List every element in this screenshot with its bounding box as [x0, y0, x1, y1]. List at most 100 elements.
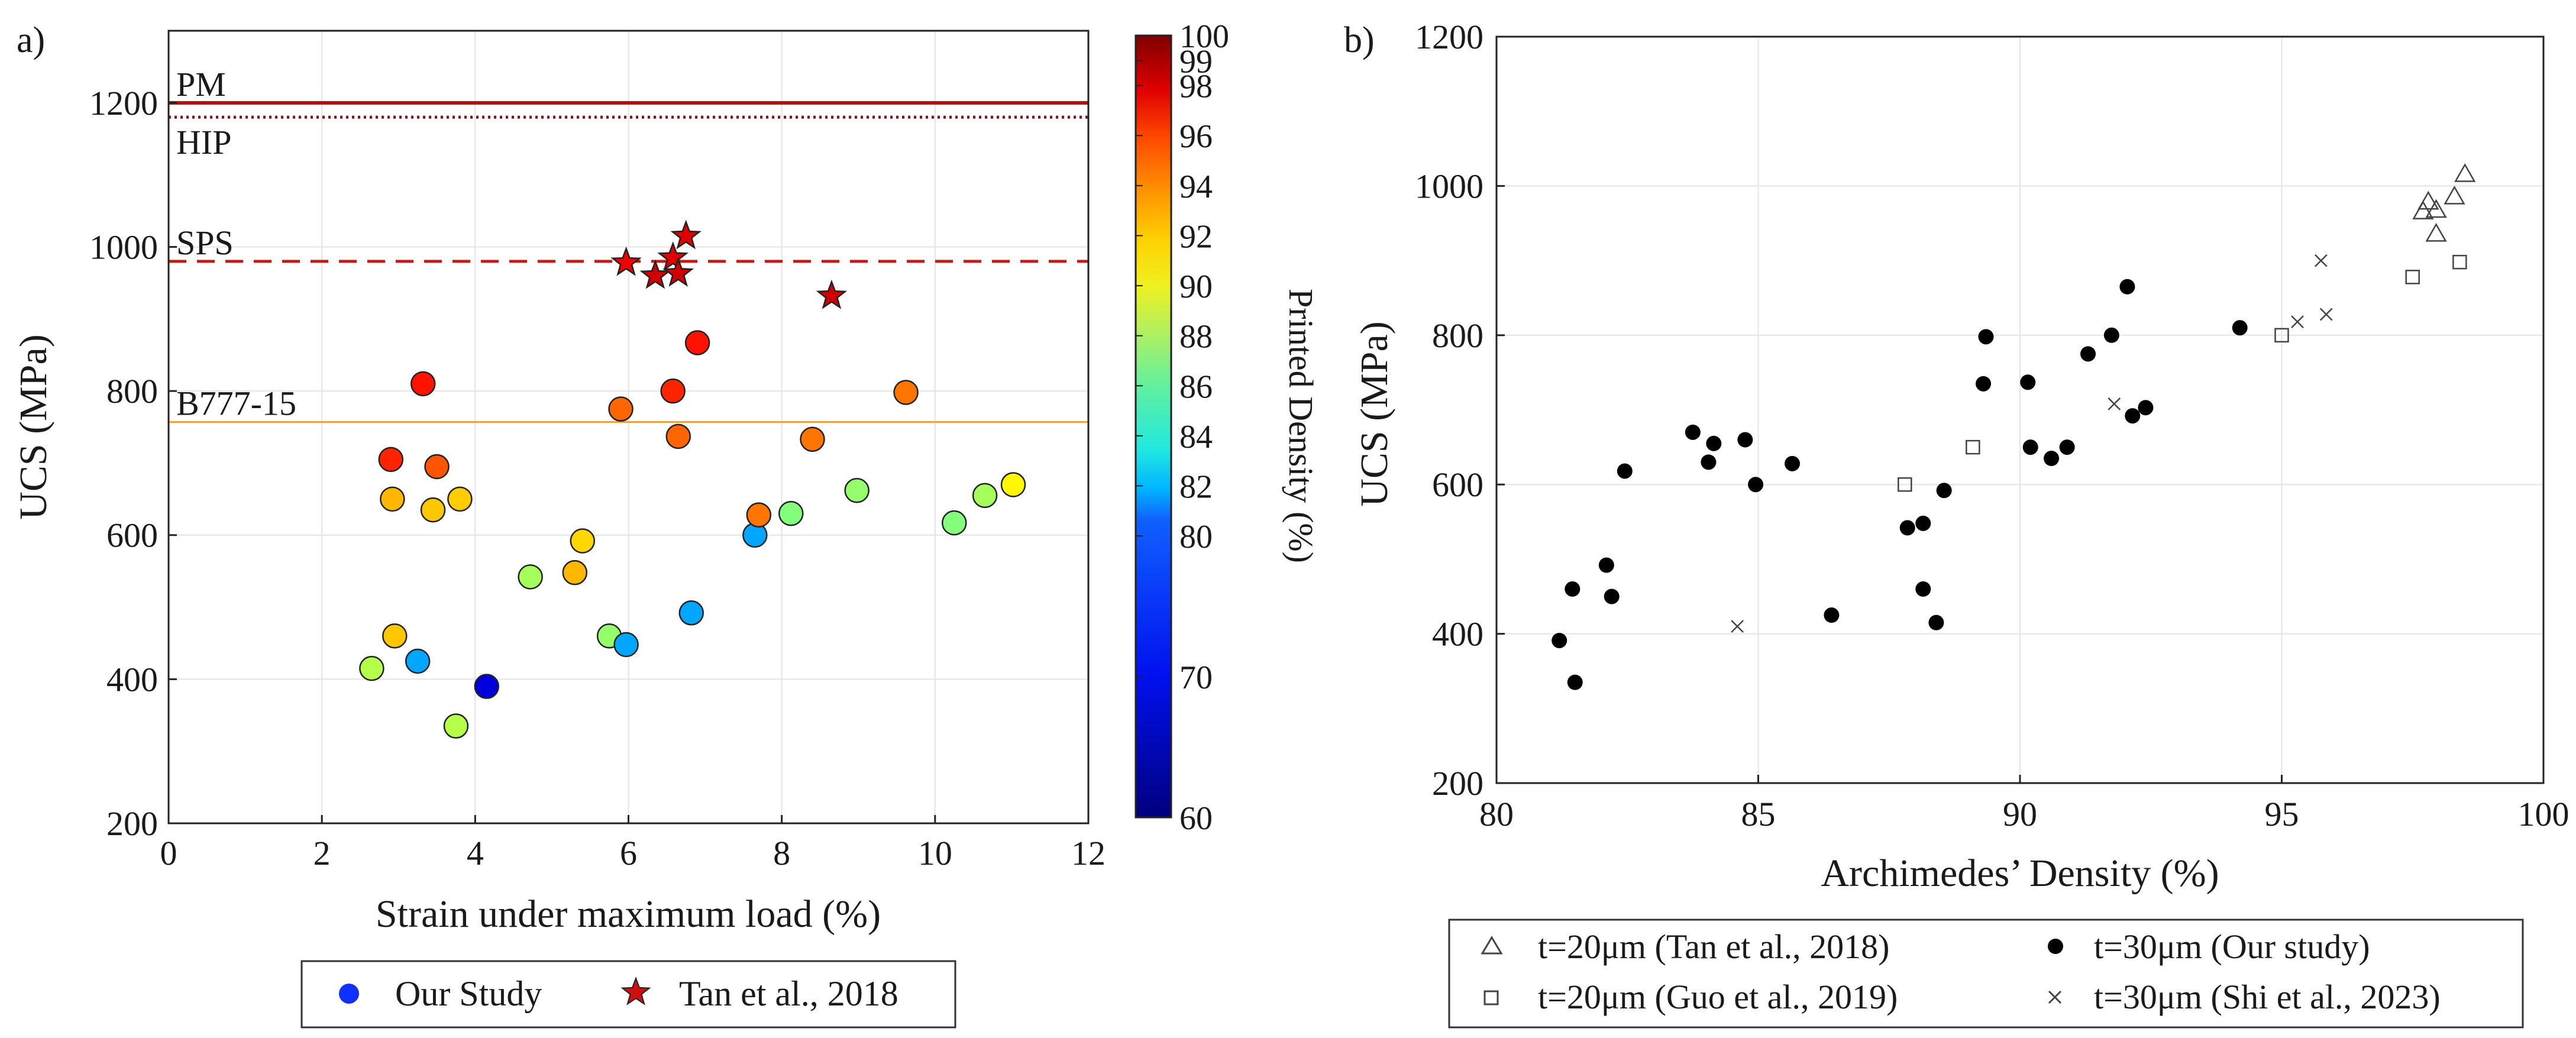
legend-tan-triangle-marker [1481, 936, 1503, 955]
tan-2018-star-point [670, 219, 702, 250]
reference-label-b777-15: B777-15 [176, 384, 296, 422]
tan-2018-triangle-point [2444, 185, 2465, 205]
tan-2018-star-point [816, 279, 848, 309]
panel-a-x-tick-label: 6 [620, 834, 637, 872]
our-study-point [893, 380, 919, 405]
our-study-point [941, 510, 967, 536]
shi-2023-x-point [2108, 397, 2121, 410]
colorbar-tick-label: 98 [1179, 69, 1213, 105]
our-study-dot-point [1978, 329, 1994, 345]
legend-tan-label: Tan et al., 2018 [679, 974, 898, 1013]
our-study-point [380, 486, 405, 512]
guo-2019-square-point [1966, 439, 1980, 455]
panel-b-y-tick-label: 1200 [1415, 18, 1483, 56]
our-study-dot-point [2119, 279, 2135, 295]
our-study-dot-point [1552, 632, 1567, 648]
our-study-point [447, 486, 473, 512]
our-study-dot-point [1976, 376, 1992, 392]
legend-b-tan-label: t=20μm (Tan et al., 2018) [1538, 927, 1890, 966]
colorbar-tick-label: 92 [1179, 218, 1213, 255]
panel-b-y-tick-label: 600 [1432, 465, 1483, 504]
our-study-dot-point [1567, 674, 1583, 690]
legend-our-study-marker [339, 984, 359, 1004]
our-study-point [1000, 472, 1026, 497]
panel-b-y-axis-label: UCS (MPa) [1353, 321, 1396, 507]
our-study-point [474, 674, 500, 699]
our-study-point [378, 447, 404, 473]
panel-a-legend-box[interactable] [300, 960, 956, 1029]
our-study-dot-point [1899, 520, 1915, 536]
tan-2018-triangle-point [2454, 163, 2476, 182]
our-study-dot-point [1936, 483, 1952, 499]
our-study-point [382, 623, 408, 649]
panel-b-grid [1496, 36, 2544, 784]
tan-2018-star-point [610, 246, 642, 276]
guo-2019-square-point [1898, 477, 1912, 492]
panel-b-y-tick-label: 1000 [1415, 167, 1483, 205]
our-study-dot-point [1748, 477, 1764, 493]
our-study-dot-point [2232, 320, 2248, 336]
our-study-point [570, 528, 595, 554]
panel-b-y-tick-label: 800 [1432, 316, 1483, 355]
our-study-dot-point [1598, 557, 1614, 573]
colorbar-tick-label: 90 [1179, 269, 1213, 305]
panel-b-x-axis-label: Archimedes’ Density (%) [1821, 852, 2219, 895]
panel-b: b) 80 85 90 95 100 200 400 600 800 1000 1200 Archi… [1344, 18, 2569, 1029]
colorbar-tick-label: 60 [1179, 800, 1213, 837]
our-study-dot-point [1685, 424, 1701, 440]
reference-label-sps: SPS [176, 224, 234, 262]
panel-a-y-tick-label: 400 [106, 660, 158, 699]
panel-a-x-tick-label: 4 [467, 834, 484, 872]
our-study-point [443, 713, 469, 739]
tan-2018-triangle-point [2425, 222, 2447, 242]
our-study-dot-point [1824, 607, 1840, 623]
panel-a-y-tick-label: 1200 [89, 84, 158, 122]
our-study-dot-point [1928, 615, 1944, 630]
legend-tan-star-marker [620, 976, 651, 1005]
our-study-dot-point [2022, 439, 2038, 455]
panel-a-reference-lines: PM HIP SPS B777-15 [169, 65, 1088, 423]
panel-b-ticks: 80 85 90 95 100 200 400 600 800 1000 1200 [1415, 18, 2569, 833]
panel-a-points [359, 219, 1026, 739]
legend-b-guo-label: t=20μm (Guo et al., 2019) [1538, 978, 1898, 1016]
our-study-dot-point [2125, 408, 2141, 424]
panel-b-x-tick-label: 85 [1741, 795, 1776, 833]
panel-b-legend-box[interactable] [1448, 919, 2524, 1029]
panel-a-ticks: 0 2 4 6 8 10 12 200 400 600 800 1000 1200 [89, 84, 1106, 872]
our-study-dot-point [2059, 439, 2075, 455]
shi-2023-x-point [2291, 315, 2304, 328]
our-study-dot-point [1565, 581, 1580, 597]
tan-2018-triangle-point [2412, 201, 2434, 219]
shi-2023-x-point [2319, 308, 2333, 321]
panel-b-x-tick-label: 100 [2518, 795, 2569, 833]
our-study-point [420, 497, 446, 523]
legend-shi-x-marker [2048, 990, 2062, 1004]
colorbar-tick-label: 88 [1179, 319, 1213, 355]
colorbar-tick-label: 84 [1179, 419, 1213, 455]
colorbar-tick-label: 70 [1179, 659, 1213, 696]
panel-a-y-tick-label: 1000 [89, 228, 158, 266]
tan-2018-star-point [657, 241, 689, 271]
our-study-point [665, 423, 691, 450]
panel-a-x-tick-label: 12 [1071, 834, 1106, 872]
colorbar-tick-label: 82 [1179, 468, 1213, 505]
colorbar-tick-label: 96 [1179, 118, 1213, 155]
our-study-point [972, 483, 998, 508]
panel-b-label: b) [1344, 20, 1375, 60]
our-study-dot-point [2044, 451, 2060, 467]
our-study-dot-point [2080, 346, 2096, 362]
panel-a-x-tick-label: 0 [160, 834, 177, 872]
our-study-point [660, 378, 686, 404]
shi-2023-x-point [1731, 620, 1744, 633]
legend-our-study-label: Our Study [395, 974, 542, 1013]
panel-a-y-tick-label: 600 [106, 516, 158, 555]
tan-2018-star-point [639, 259, 671, 289]
colorbar [1135, 34, 1172, 819]
panel-b-y-tick-label: 400 [1432, 615, 1483, 654]
colorbar-tick-label: 99 [1179, 43, 1213, 80]
our-study-point [678, 600, 704, 626]
our-study-point [608, 396, 634, 422]
